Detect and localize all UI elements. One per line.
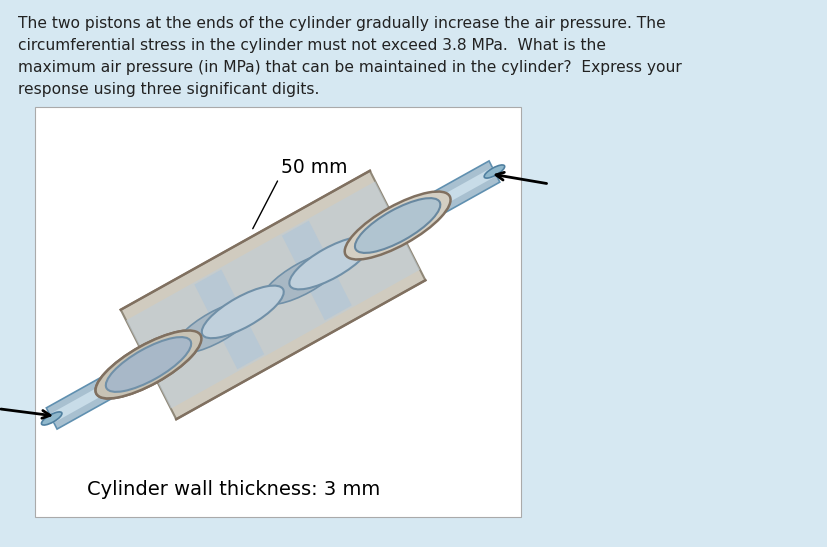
Polygon shape [126,182,420,409]
Ellipse shape [96,330,202,398]
Ellipse shape [106,337,191,392]
Text: 50 mm: 50 mm [280,158,347,177]
Polygon shape [46,161,500,429]
Text: Cylinder wall thickness: 3 mm: Cylinder wall thickness: 3 mm [87,480,380,499]
Ellipse shape [174,301,257,353]
Ellipse shape [484,165,504,178]
Polygon shape [121,171,425,419]
Text: maximum air pressure (in MPa) that can be maintained in the cylinder?  Express y: maximum air pressure (in MPa) that can b… [17,60,681,75]
Text: circumferential stress in the cylinder must not exceed 3.8 MPa.  What is the: circumferential stress in the cylinder m… [17,38,605,53]
Text: The two pistons at the ends of the cylinder gradually increase the air pressure.: The two pistons at the ends of the cylin… [17,16,666,31]
Polygon shape [194,270,265,369]
Ellipse shape [345,191,451,259]
Polygon shape [282,220,351,321]
Ellipse shape [355,198,440,253]
FancyBboxPatch shape [35,107,521,517]
Polygon shape [50,167,496,423]
Ellipse shape [41,412,62,425]
Ellipse shape [202,286,284,338]
Ellipse shape [262,252,344,304]
Ellipse shape [289,237,371,289]
Ellipse shape [96,330,202,398]
Text: response using three significant digits.: response using three significant digits. [17,82,319,97]
